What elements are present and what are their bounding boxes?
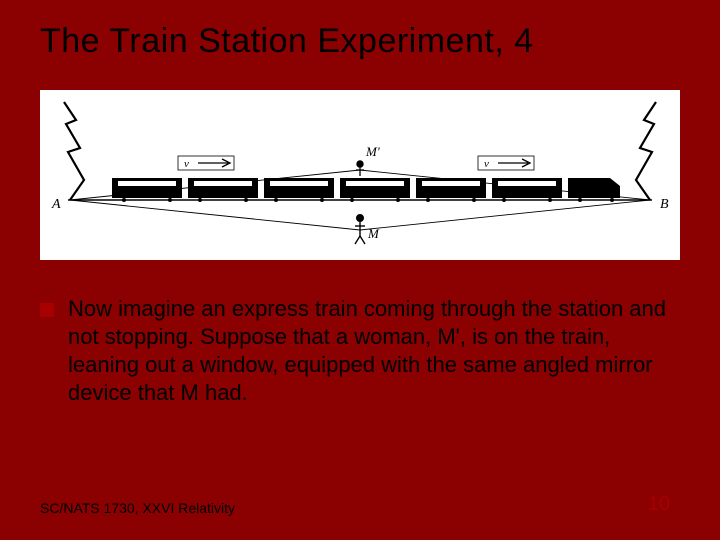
label-m-prime: M' (365, 144, 380, 159)
page-number: 10 (648, 493, 670, 516)
train (112, 178, 620, 202)
observer-m-prime (356, 161, 364, 176)
slide: The Train Station Experiment, 4 (0, 0, 720, 540)
lightning-bolt-a (64, 102, 84, 200)
lightning-bolt-b (636, 102, 656, 200)
footer-course: SC/NATS 1730, XXVI Relativity (40, 500, 235, 516)
label-m: M (367, 226, 380, 241)
diagram-svg: A B M M' v v (40, 90, 680, 260)
slide-title: The Train Station Experiment, 4 (40, 22, 680, 61)
label-b: B (660, 197, 669, 212)
label-a: A (51, 197, 61, 212)
label-v-left: v (184, 158, 189, 170)
bullet-item: Now imagine an express train coming thro… (40, 295, 670, 408)
label-v-right: v (484, 158, 489, 170)
train-diagram: A B M M' v v (40, 90, 680, 260)
bullet-text: Now imagine an express train coming thro… (68, 295, 670, 408)
bullet-square-icon (40, 303, 54, 317)
